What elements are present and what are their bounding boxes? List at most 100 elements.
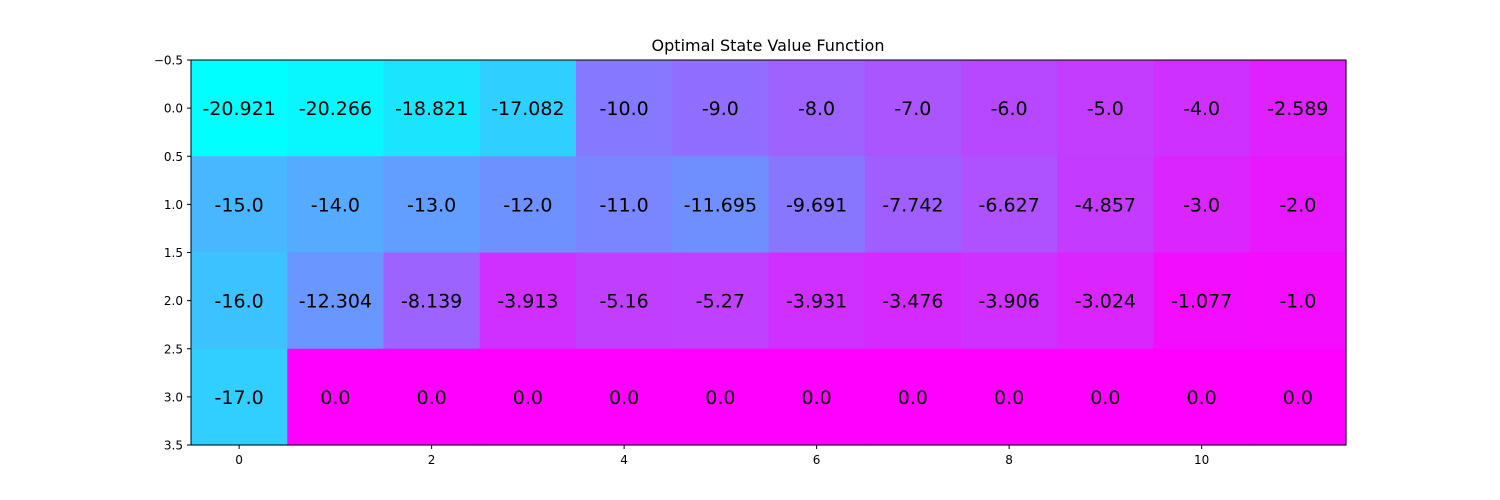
cell-value-label: -3.0 bbox=[1183, 194, 1220, 216]
heatmap-cell bbox=[768, 252, 866, 350]
heatmap-cell bbox=[1249, 348, 1347, 446]
cell-value-label: -3.931 bbox=[786, 291, 847, 313]
heatmap-cell bbox=[672, 60, 770, 157]
cell-value-label: 0.0 bbox=[1090, 387, 1120, 409]
heatmap-cell bbox=[961, 60, 1058, 157]
cell-value-label: -4.0 bbox=[1183, 98, 1220, 120]
heatmap-cell bbox=[1249, 60, 1347, 157]
y-tick-label: −0.5 bbox=[154, 54, 183, 68]
cell-value-label: 0.0 bbox=[513, 387, 543, 409]
y-tick-label: 1.0 bbox=[164, 198, 183, 212]
heatmap-cell bbox=[383, 348, 481, 446]
y-tick-label: 0.5 bbox=[164, 150, 183, 164]
cell-value-label: -3.913 bbox=[497, 291, 558, 313]
cell-value-label: -6.0 bbox=[991, 98, 1028, 120]
y-tick-label: 3.0 bbox=[164, 390, 183, 404]
y-tick-label: 2.5 bbox=[164, 342, 183, 356]
cell-value-label: -2.589 bbox=[1267, 98, 1328, 120]
cell-value-label: -1.077 bbox=[1171, 291, 1232, 313]
x-tick-label: 8 bbox=[1005, 453, 1013, 467]
cell-value-label: 0.0 bbox=[417, 387, 447, 409]
cell-value-label: -14.0 bbox=[311, 194, 360, 216]
heatmap-cell bbox=[191, 156, 288, 254]
heatmap-cell bbox=[576, 348, 673, 446]
heatmap-cell bbox=[383, 60, 481, 157]
heatmap-cell bbox=[576, 60, 673, 157]
cell-value-label: -1.0 bbox=[1279, 291, 1316, 313]
heatmap-cell bbox=[1057, 156, 1155, 254]
heatmap-cell bbox=[672, 348, 770, 446]
cell-value-label: 0.0 bbox=[705, 387, 735, 409]
cell-value-label: -8.0 bbox=[798, 98, 835, 120]
cell-value-label: 0.0 bbox=[1187, 387, 1217, 409]
heatmap-cell-labels: -20.921 -20.266 -18.821 -17.082 -10.0 -9.0 -8.… bbox=[202, 98, 1328, 409]
heatmap-cells bbox=[191, 60, 1347, 446]
heatmap-cell bbox=[383, 156, 481, 254]
cell-value-label: -17.0 bbox=[215, 387, 264, 409]
cell-value-label: -4.857 bbox=[1075, 194, 1136, 216]
cell-value-label: -8.139 bbox=[401, 291, 462, 313]
heatmap-cell bbox=[191, 252, 288, 350]
cell-value-label: -5.0 bbox=[1087, 98, 1124, 120]
heatmap-cell bbox=[1153, 252, 1251, 350]
cell-value-label: -3.476 bbox=[882, 291, 943, 313]
heatmap-cell bbox=[576, 252, 673, 350]
cell-value-label: -20.266 bbox=[299, 98, 372, 120]
heatmap-cell bbox=[672, 156, 770, 254]
heatmap-cell bbox=[864, 156, 962, 254]
heatmap-cell bbox=[768, 60, 866, 157]
cell-value-label: -12.304 bbox=[299, 291, 372, 313]
heatmap-cell bbox=[383, 252, 481, 350]
cell-value-label: -15.0 bbox=[215, 194, 264, 216]
cell-value-label: -3.906 bbox=[979, 291, 1040, 313]
cell-value-label: 0.0 bbox=[802, 387, 832, 409]
heatmap-cell bbox=[768, 156, 866, 254]
heatmap-cell bbox=[1057, 252, 1155, 350]
heatmap-cell bbox=[864, 60, 962, 157]
heatmap-cell bbox=[864, 252, 962, 350]
heatmap-cell bbox=[1153, 348, 1251, 446]
heatmap-cell bbox=[768, 348, 866, 446]
cell-value-label: 0.0 bbox=[898, 387, 928, 409]
cell-value-label: 0.0 bbox=[994, 387, 1024, 409]
x-tick-label: 4 bbox=[620, 453, 628, 467]
chart-title: Optimal State Value Function bbox=[652, 36, 885, 55]
heatmap-cell bbox=[287, 348, 385, 446]
cell-value-label: -2.0 bbox=[1279, 194, 1316, 216]
cell-value-label: -20.921 bbox=[202, 98, 275, 120]
heatmap-cell bbox=[287, 252, 385, 350]
heatmap-cell bbox=[961, 348, 1058, 446]
x-tick-label: 0 bbox=[235, 453, 243, 467]
cell-value-label: -3.024 bbox=[1075, 291, 1136, 313]
cell-value-label: -5.27 bbox=[696, 291, 745, 313]
heatmap-cell bbox=[1153, 156, 1251, 254]
cell-value-label: -18.821 bbox=[395, 98, 468, 120]
heatmap-cell bbox=[961, 156, 1058, 254]
heatmap-cell bbox=[479, 252, 577, 350]
cell-value-label: -7.0 bbox=[894, 98, 931, 120]
cell-value-label: -9.0 bbox=[702, 98, 739, 120]
cell-value-label: -13.0 bbox=[407, 194, 456, 216]
cell-value-label: -9.691 bbox=[786, 194, 847, 216]
cell-value-label: -6.627 bbox=[979, 194, 1040, 216]
y-tick-label: 2.0 bbox=[164, 294, 183, 308]
heatmap-cell bbox=[1249, 156, 1347, 254]
heatmap-cell bbox=[1057, 60, 1155, 157]
heatmap-cell bbox=[1153, 60, 1251, 157]
y-tick-label: 1.5 bbox=[164, 246, 183, 260]
heatmap-cell bbox=[287, 60, 385, 157]
heatmap-cell bbox=[191, 348, 288, 446]
heatmap-cell bbox=[576, 156, 673, 254]
y-tick-label: 3.5 bbox=[164, 439, 183, 453]
cell-value-label: -11.695 bbox=[684, 194, 757, 216]
heatmap-cell bbox=[864, 348, 962, 446]
cell-value-label: -7.742 bbox=[882, 194, 943, 216]
x-tick-label: 10 bbox=[1194, 453, 1209, 467]
cell-value-label: 0.0 bbox=[609, 387, 639, 409]
heatmap-cell bbox=[672, 252, 770, 350]
cell-value-label: 0.0 bbox=[1283, 387, 1313, 409]
cell-value-label: -12.0 bbox=[503, 194, 552, 216]
cell-value-label: 0.0 bbox=[320, 387, 350, 409]
heatmap-cell bbox=[287, 156, 385, 254]
